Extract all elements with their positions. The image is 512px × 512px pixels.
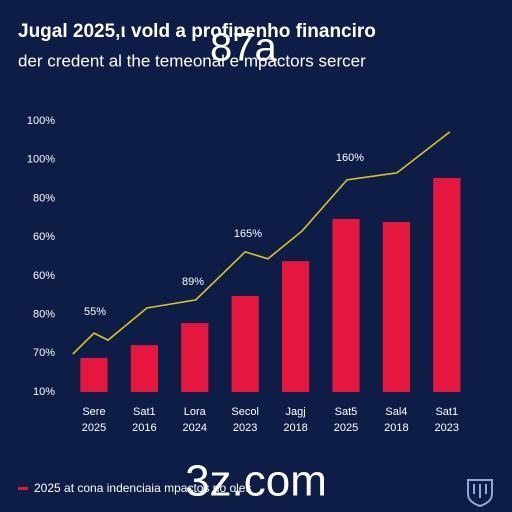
y-tick-label: 70% [33,347,55,359]
annotation: 165% [234,228,262,240]
x-tick-label-line: Sat1 [133,406,156,418]
x-tick-label-line: Sal4 [385,406,407,418]
bar [382,222,411,392]
x-tick-label-line: Secol [231,406,259,418]
x-tick-label-line: Jagj [285,406,305,418]
x-tick-label-line: Sere [82,406,105,418]
x-tick-label: Sat1 2023 [435,406,459,434]
bar [231,295,259,392]
bar [130,345,158,392]
x-tick-label-line: Lora [184,406,207,418]
x-tick-label-line: Sat5 [335,406,358,418]
annotation: 55% [84,306,106,318]
x-tick-label-line: 2023 [233,422,257,434]
x-tick-label-line: 2018 [384,422,408,434]
y-tick-label: 100% [27,154,55,166]
legend-swatch [18,487,28,490]
annotation: 89% [182,276,204,288]
x-tick-label-line: 2018 [283,422,307,434]
bar [80,357,108,392]
y-tick-label: 60% [33,270,55,282]
y-tick-label: 80% [33,192,55,204]
x-tick-label-line: Sat1 [435,406,458,418]
overlay-text: 87a [210,26,277,70]
legend-label: 2025 at cona indenciaia mpactos no oles [34,481,251,495]
logo [467,479,493,508]
y-tick-label: 10% [33,386,55,398]
y-tick-label: 80% [33,308,55,320]
x-tick-label: Sat5 2025 [334,406,358,434]
x-tick-label-line: 2025 [334,422,358,434]
x-tick-label: Sere 2025 [82,406,106,434]
x-tick-label-line: 2016 [132,422,156,434]
x-tick-label: Sal4 2018 [384,406,408,434]
y-tick-label: 100% [27,115,55,127]
x-tick-label: Jagj 2018 [283,406,307,434]
x-tick-label-line: 2024 [183,422,207,434]
x-tick-label: Lora 2024 [183,406,207,434]
x-tick-label-line: 2025 [82,422,106,434]
x-tick-label: Secol 2023 [231,406,259,434]
x-tick-label: Sat1 2016 [132,406,156,434]
y-tick-label: 60% [33,231,55,243]
bar [181,323,209,392]
x-tick-label-line: 2023 [435,422,459,434]
bar [281,261,310,392]
watermark: 3z.com [185,457,327,506]
bar [332,218,360,392]
line [72,131,451,355]
bar [433,177,461,392]
annotation: 160% [336,152,364,164]
chart-title: Jugal 2025,ι vold a profipenho financiro [18,21,376,42]
chart-subtitle: der credent al the temeonal e mpactors s… [18,51,366,70]
